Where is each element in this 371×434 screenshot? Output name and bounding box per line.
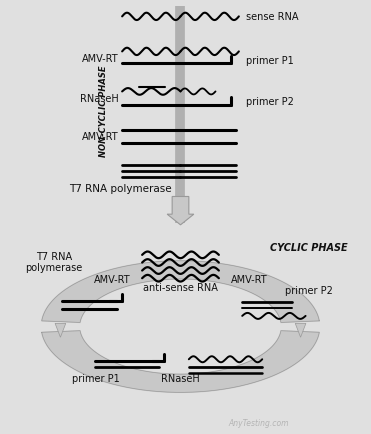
Text: AMV-RT: AMV-RT (230, 274, 267, 284)
Text: AMV-RT: AMV-RT (82, 54, 119, 64)
Text: primer P2: primer P2 (285, 285, 333, 295)
Text: T7 RNA polymerase: T7 RNA polymerase (69, 184, 171, 194)
Text: AMV-RT: AMV-RT (82, 132, 119, 142)
Text: sense RNA: sense RNA (246, 12, 298, 22)
Text: T7 RNA
polymerase: T7 RNA polymerase (25, 251, 82, 273)
Text: CYCLIC PHASE: CYCLIC PHASE (270, 242, 348, 252)
Text: NON-CYCLIC PHASE: NON-CYCLIC PHASE (99, 65, 108, 156)
Text: AnyTesting.com: AnyTesting.com (229, 418, 289, 427)
Polygon shape (55, 324, 66, 338)
FancyArrow shape (167, 197, 194, 225)
Polygon shape (295, 324, 306, 338)
Text: RNaseH: RNaseH (161, 373, 200, 383)
Polygon shape (42, 331, 319, 392)
Text: AMV-RT: AMV-RT (94, 274, 131, 284)
Text: anti-sense RNA: anti-sense RNA (143, 283, 218, 293)
Text: primer P1: primer P1 (72, 373, 119, 383)
Text: RNaseH: RNaseH (80, 94, 119, 104)
Polygon shape (42, 261, 319, 322)
Text: primer P1: primer P1 (246, 56, 293, 66)
Text: primer P2: primer P2 (246, 97, 293, 107)
